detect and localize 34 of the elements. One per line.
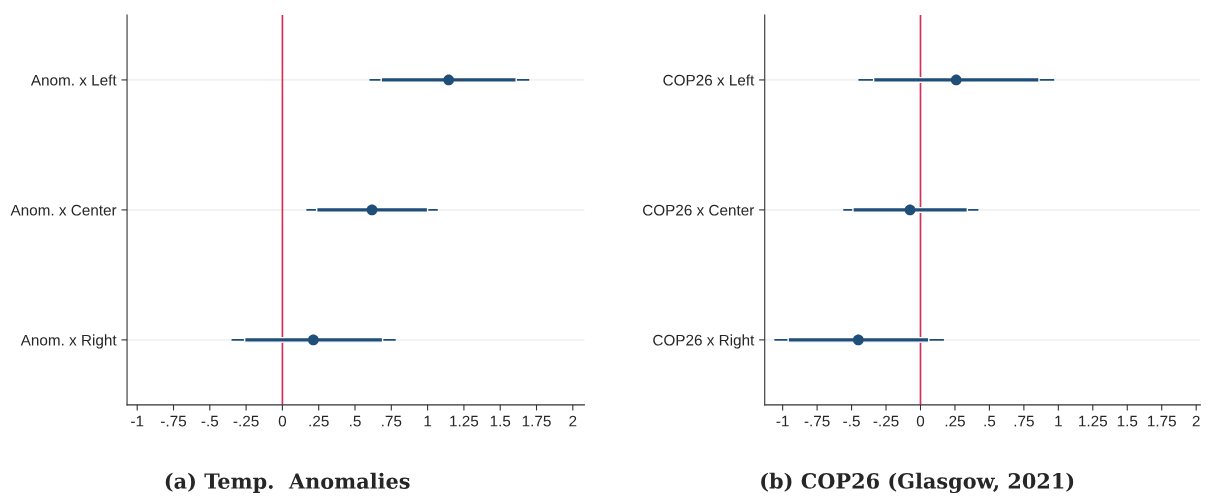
- x-tick-label: -.75: [161, 415, 187, 427]
- x-tick-label: .5: [984, 415, 996, 427]
- x-tick-label: .5: [350, 415, 361, 427]
- x-tick-label: 2: [569, 415, 577, 427]
- text: (b) COP26 (Glasgow, 2021): [761, 472, 1074, 494]
- x-tick-label: 0: [278, 415, 287, 427]
- y-tick-label: Anom. x Right: [20, 334, 117, 349]
- x-tick-label: -1: [131, 415, 144, 427]
- x-tick-label: .75: [1014, 415, 1034, 427]
- x-tick-label: -.25: [873, 415, 899, 427]
- x-tick-label: 1.5: [1117, 415, 1138, 427]
- y-tick-label: COP26 x Center: [643, 204, 755, 216]
- x-tick-label: .25: [309, 415, 329, 427]
- x-tick-label: -.5: [201, 415, 219, 427]
- x-tick-label: 1.25: [1079, 415, 1108, 427]
- x-tick-label: 0: [916, 415, 925, 427]
- x-tick-label: 1: [1055, 415, 1062, 427]
- y-tick-label: Anom. x Left: [30, 74, 117, 86]
- x-tick-label: -.25: [233, 415, 259, 427]
- x-tick-label: 1.25: [450, 415, 479, 427]
- x-tick-label: -.75: [804, 415, 830, 427]
- x-tick-label: -1: [776, 415, 789, 427]
- y-tick-label: COP26 x Right: [653, 334, 755, 349]
- text: (a) Temp. Anomalies: [165, 472, 410, 493]
- y-tick-label: Anom. x Center: [10, 204, 117, 216]
- x-tick-label: 1.75: [522, 415, 551, 427]
- x-tick-label: .25: [945, 415, 965, 427]
- x-tick-label: 2: [1192, 415, 1200, 427]
- y-tick-label: COP26 x Left: [663, 74, 755, 86]
- x-tick-label: .75: [382, 415, 402, 427]
- x-tick-label: 1: [424, 415, 432, 427]
- x-tick-label: 1.75: [1148, 415, 1176, 427]
- x-tick-label: -.5: [843, 415, 860, 427]
- x-tick-label: 1.5: [490, 415, 511, 427]
